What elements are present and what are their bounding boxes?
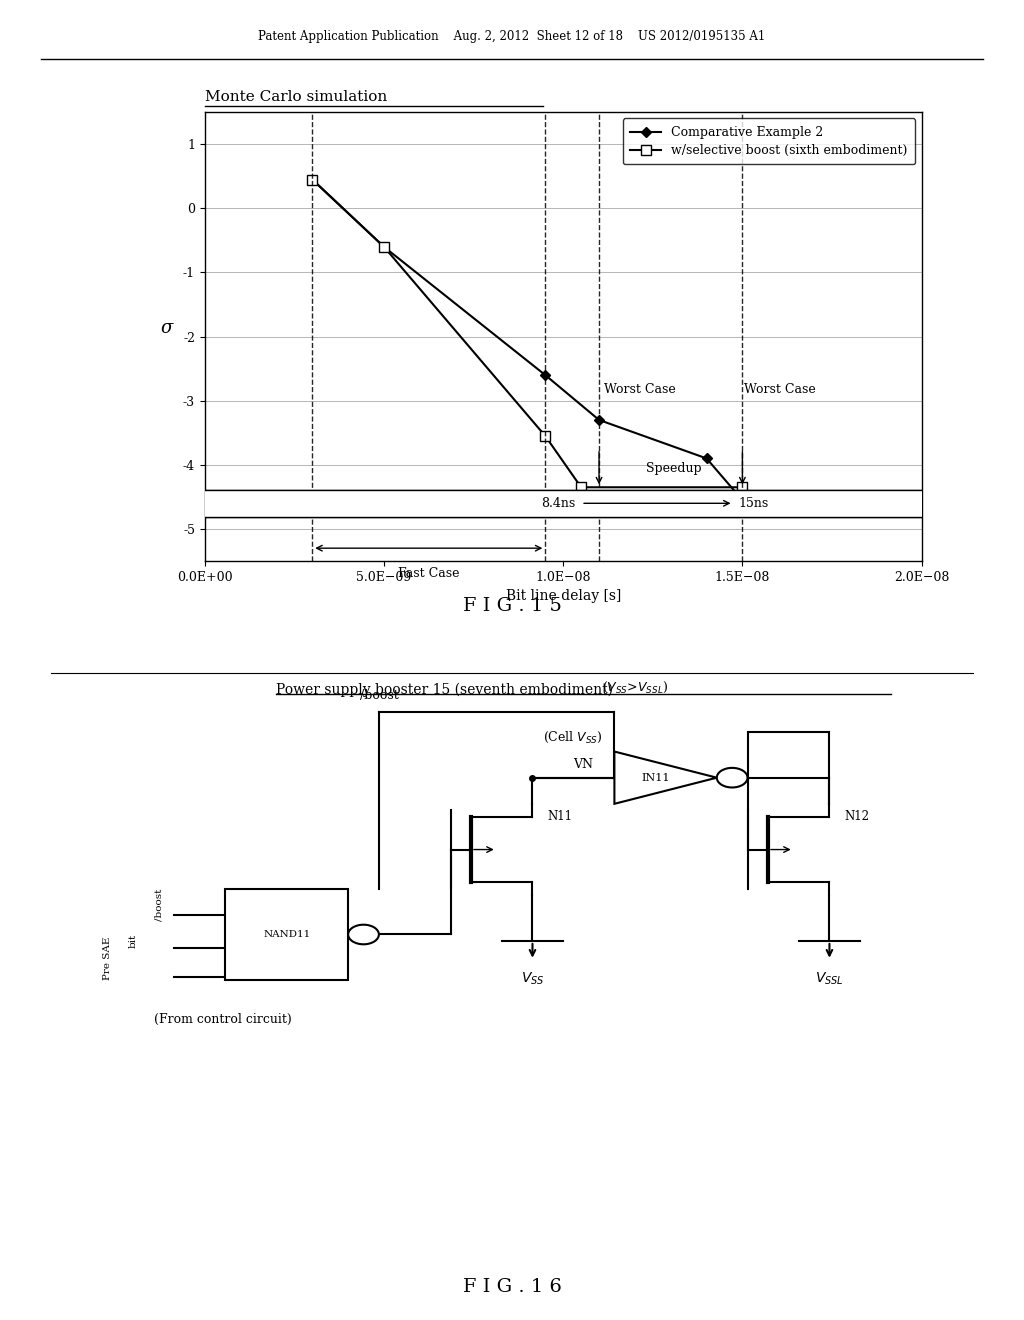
w/selective boost (sixth embodiment) [378,239,390,255]
Text: ($V_{SS}$>$V_{SSL}$): ($V_{SS}$>$V_{SSL}$) [602,680,668,694]
FancyBboxPatch shape [0,490,1024,516]
Comparative Example 2 [593,412,605,428]
Text: NAND11: NAND11 [263,931,310,939]
Text: Fast Case: Fast Case [398,568,460,581]
Comparative Example 2 [306,172,318,187]
Text: $V_{SS}$: $V_{SS}$ [521,970,544,987]
Text: Monte Carlo simulation: Monte Carlo simulation [205,90,387,104]
Text: 8.4ns: 8.4ns [541,496,574,510]
Comparative Example 2 [700,450,713,466]
Circle shape [717,768,748,788]
Text: N11: N11 [548,810,572,824]
Line: Comparative Example 2: Comparative Example 2 [309,176,745,503]
Text: Speedup: Speedup [646,462,701,474]
Text: Power supply booster 15 (seventh embodiment): Power supply booster 15 (seventh embodim… [276,682,613,697]
FancyBboxPatch shape [225,888,348,981]
Text: Patent Application Publication    Aug. 2, 2012  Sheet 12 of 18    US 2012/019513: Patent Application Publication Aug. 2, 2… [258,30,766,44]
Comparative Example 2 [378,239,390,255]
w/selective boost (sixth embodiment) [736,479,749,495]
Comparative Example 2 [736,492,749,508]
Text: Pre SAE: Pre SAE [103,937,112,981]
Text: N12: N12 [845,810,869,824]
Text: (Cell $V_{SS}$): (Cell $V_{SS}$) [543,730,602,744]
Circle shape [348,925,379,944]
Text: /boost: /boost [359,689,398,702]
Text: IN11: IN11 [641,772,670,783]
Line: w/selective boost (sixth embodiment): w/selective boost (sixth embodiment) [307,174,748,492]
w/selective boost (sixth embodiment) [539,428,551,444]
Text: Worst Case: Worst Case [744,383,816,396]
X-axis label: Bit line delay [s]: Bit line delay [s] [506,589,621,603]
Text: Worst Case: Worst Case [604,383,676,396]
Text: F I G . 1 5: F I G . 1 5 [463,597,561,615]
Text: bit: bit [129,933,137,948]
Text: (From control circuit): (From control circuit) [154,1012,292,1026]
Y-axis label: σ: σ [160,318,172,337]
Text: /boost: /boost [155,890,163,921]
Text: $V_{SSL}$: $V_{SSL}$ [815,970,844,987]
FancyBboxPatch shape [0,490,1024,516]
Text: VN: VN [573,758,594,771]
w/selective boost (sixth embodiment) [306,172,318,187]
w/selective boost (sixth embodiment) [575,479,588,495]
Polygon shape [614,751,717,804]
Text: 15ns: 15ns [738,496,768,510]
Legend: Comparative Example 2, w/selective boost (sixth embodiment): Comparative Example 2, w/selective boost… [623,119,915,165]
Comparative Example 2 [539,367,551,383]
Text: F I G . 1 6: F I G . 1 6 [463,1278,561,1296]
